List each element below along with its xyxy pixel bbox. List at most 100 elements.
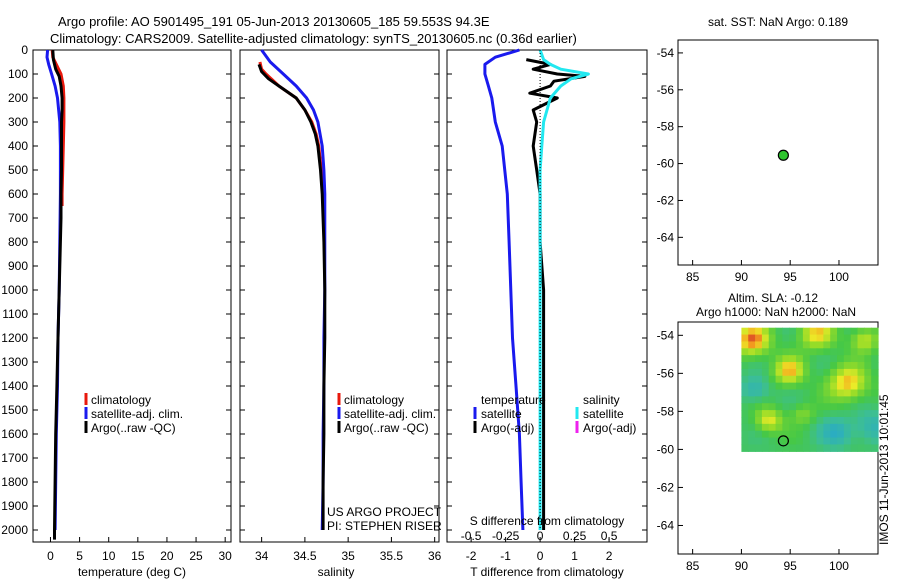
sla-cell	[741, 389, 749, 397]
sla-cell	[768, 444, 777, 452]
sla-cell	[802, 341, 811, 349]
ytick-label-depth: 800	[8, 235, 28, 249]
ytick-label-depth: 200	[8, 91, 28, 105]
xtick-label: 36	[428, 549, 442, 563]
sla-cell	[775, 416, 783, 425]
sla-cell	[802, 444, 811, 452]
sla-cell	[816, 341, 824, 349]
sla-cell	[843, 423, 852, 432]
ytick-label-depth: 900	[8, 259, 28, 273]
ytick-label-depth: 1700	[1, 451, 28, 465]
sla-cell	[871, 437, 879, 446]
profile-lines	[45, 48, 590, 540]
sla-cell	[843, 410, 852, 418]
sla-cell	[857, 416, 865, 425]
sla-cell	[857, 334, 865, 343]
sla-cell	[768, 396, 777, 404]
sla-cell	[802, 403, 811, 411]
xtick-label: 2	[606, 549, 613, 563]
series-salinity-satellite-adj-clim-	[260, 49, 327, 531]
sla-cell	[871, 348, 879, 356]
sla-cell	[857, 375, 865, 384]
sla-cell	[796, 396, 804, 404]
sla-cell	[843, 444, 852, 452]
sla-cell	[789, 396, 797, 404]
sla-cell	[850, 416, 859, 425]
sla-cell	[775, 389, 783, 397]
sla-cell	[755, 348, 763, 356]
sla-cell	[837, 327, 845, 336]
sla-cell	[775, 355, 783, 363]
sla-cell	[755, 403, 763, 411]
sla-cell	[809, 423, 818, 432]
sla-cell	[782, 416, 790, 425]
sla-cell	[823, 410, 831, 418]
map-xtick-label: 90	[735, 559, 749, 573]
sla-cell	[837, 423, 845, 432]
sla-cell	[789, 362, 797, 370]
legend-argo: Argo(..raw -QC)	[91, 421, 176, 435]
legend-argo: Argo(..raw -QC)	[344, 421, 429, 435]
sla-cell	[782, 437, 790, 446]
sla-cell	[748, 430, 756, 439]
sla-cell	[864, 410, 872, 418]
sla-cell	[802, 368, 811, 377]
sla-cell	[782, 362, 790, 370]
sla-cell	[748, 437, 756, 446]
figure-title-line2: Climatology: CARS2009. Satellite-adjuste…	[50, 31, 577, 46]
map-xtick-label: 85	[686, 559, 700, 573]
sla-cell	[850, 389, 859, 397]
sla-cell	[816, 334, 824, 343]
sla-cell	[850, 341, 859, 349]
sla-cell	[809, 396, 818, 404]
sla-cell	[782, 423, 790, 432]
sla-cell	[850, 368, 859, 377]
sla-cell	[864, 437, 872, 446]
sla-cell	[782, 327, 790, 336]
sla-cell	[741, 416, 749, 425]
sla-cell	[775, 334, 783, 343]
sla-cell	[796, 355, 804, 363]
sla-cell	[850, 334, 859, 343]
sla-cell	[741, 430, 749, 439]
sla-cell	[782, 375, 790, 384]
sla-cell	[761, 423, 770, 432]
sla-cell	[802, 423, 811, 432]
sla-cell	[823, 355, 831, 363]
sla-cell	[782, 389, 790, 397]
sla-cell	[796, 423, 804, 432]
sla-cell	[823, 327, 831, 336]
sla-cell	[816, 403, 824, 411]
sla-cell	[816, 375, 824, 384]
sla-cell	[830, 423, 838, 432]
sla-cell	[823, 396, 831, 404]
map-ytick-label: -58	[657, 404, 675, 418]
sla-cell	[823, 403, 831, 411]
sla-cell	[823, 382, 831, 391]
sla-cell	[864, 368, 872, 377]
ytick-label-depth: 1000	[1, 283, 28, 297]
sla-cell	[796, 375, 804, 384]
xtick-label: -2	[466, 549, 477, 563]
sla-cell	[789, 382, 797, 391]
sla-cell	[864, 375, 872, 384]
sla-cell	[850, 327, 859, 336]
sla-cell	[823, 389, 831, 397]
map-ytick-label: -64	[657, 230, 675, 244]
sla-cell	[857, 396, 865, 404]
sla-cell	[850, 375, 859, 384]
sla-cell	[748, 410, 756, 418]
sla-cell	[802, 416, 811, 425]
sla-cell	[789, 430, 797, 439]
sla-cell	[871, 444, 879, 452]
sla-cell	[748, 416, 756, 425]
sla-cell	[850, 444, 859, 452]
map-xtick-label: 90	[735, 270, 749, 284]
xtick-label: 15	[131, 549, 145, 563]
sla-cell	[768, 362, 777, 370]
sla-cell	[761, 403, 770, 411]
sla-cell	[796, 382, 804, 391]
sla-cell	[809, 416, 818, 425]
sla-cell	[782, 410, 790, 418]
sla-cell	[741, 348, 749, 356]
